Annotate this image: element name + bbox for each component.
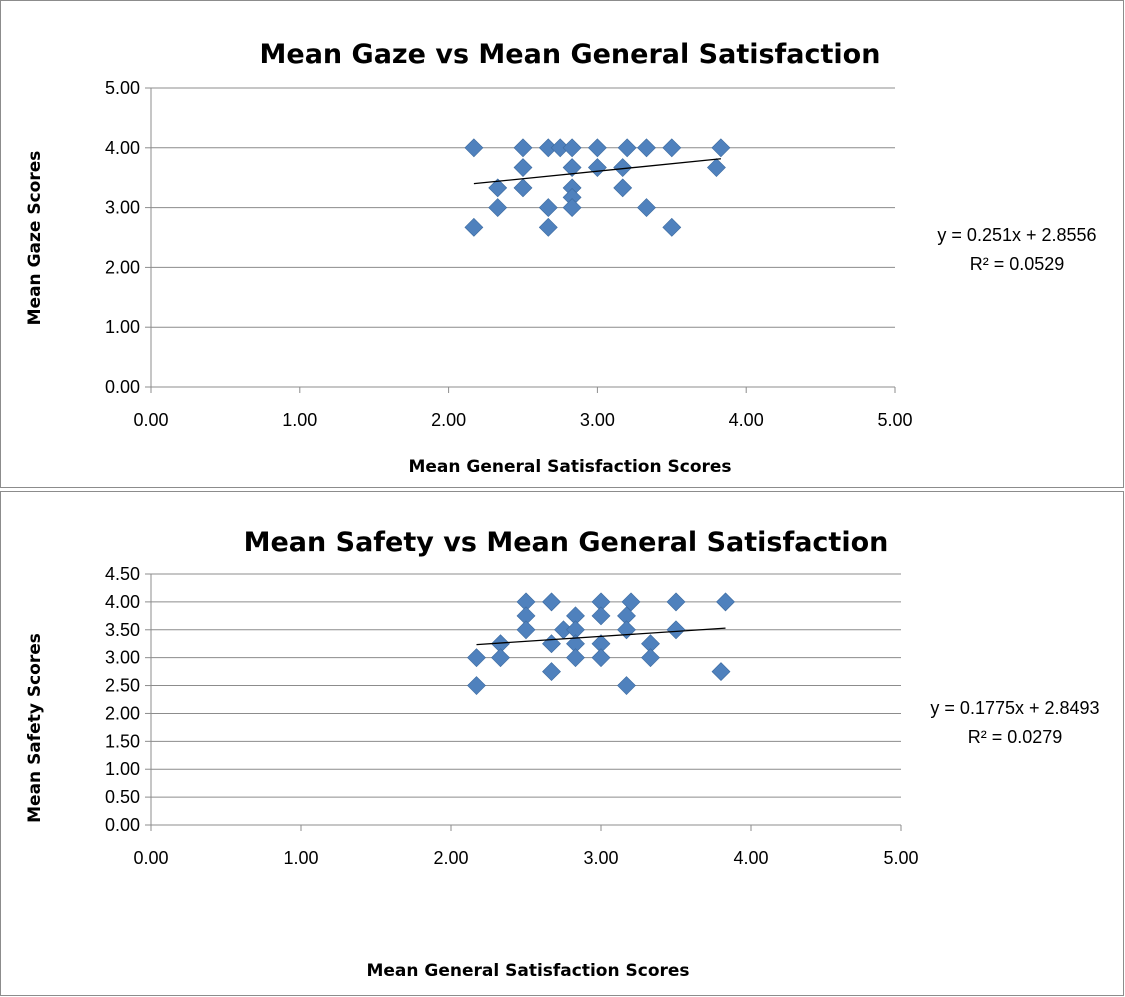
- y-tick-label: 3.00: [105, 198, 140, 218]
- x-tick-label: 0.00: [133, 848, 168, 868]
- y-tick-label: 1.50: [105, 731, 140, 751]
- x-axis-title: Mean General Satisfaction Scores: [408, 457, 731, 477]
- y-axis-title: Mean Safety Scores: [25, 633, 45, 823]
- data-point: [662, 217, 682, 237]
- x-tick-label: 3.00: [583, 848, 618, 868]
- x-axis-title: Mean General Satisfaction Scores: [366, 961, 689, 981]
- data-point: [716, 592, 735, 612]
- data-point: [562, 198, 582, 218]
- y-tick-label: 0.00: [105, 815, 140, 835]
- y-tick-label: 4.00: [105, 138, 140, 158]
- data-point: [591, 648, 611, 668]
- y-tick-label: 4.00: [105, 592, 140, 612]
- trendline-r-squared: R² = 0.0529: [970, 254, 1065, 274]
- data-point: [617, 138, 637, 158]
- y-tick-label: 3.50: [105, 620, 140, 640]
- x-tick-label: 1.00: [283, 848, 318, 868]
- data-point: [488, 198, 508, 218]
- data-point: [542, 634, 561, 654]
- y-tick-label: 4.50: [105, 564, 140, 584]
- chart-panel-gaze: Mean Gaze vs Mean General Satisfaction M…: [0, 0, 1124, 488]
- data-point: [617, 676, 636, 695]
- data-point: [637, 198, 656, 218]
- data-point: [464, 138, 484, 158]
- data-point: [587, 158, 607, 177]
- data-point: [613, 178, 633, 198]
- x-tick-label: 0.00: [133, 410, 168, 430]
- y-tick-label: 3.00: [105, 648, 140, 668]
- safety-scatter-chart: Mean Safety vs Mean General Satisfaction…: [25, 527, 1100, 981]
- x-tick-label: 5.00: [883, 848, 918, 868]
- data-point: [488, 178, 508, 198]
- data-point: [641, 648, 660, 668]
- trendline-equation: y = 0.1775x + 2.8493: [930, 698, 1099, 718]
- trendline: [473, 158, 721, 185]
- data-point: [467, 676, 486, 695]
- y-tick-label: 2.50: [105, 676, 140, 696]
- data-point: [513, 178, 533, 198]
- data-point: [591, 606, 611, 626]
- data-point: [566, 648, 585, 668]
- y-axis-title: Mean Gaze Scores: [25, 151, 45, 326]
- y-tick-label: 2.00: [105, 703, 140, 723]
- data-point: [613, 158, 633, 177]
- data-point: [637, 138, 656, 158]
- data-point: [516, 620, 536, 640]
- chart-title: Mean Gaze vs Mean General Satisfaction: [260, 39, 881, 70]
- plot-area: 0.00 1.00 2.00 3.00 4.00 5.00 0.00 1.00 2.00 3.00…: [105, 78, 913, 430]
- data-point: [621, 592, 641, 612]
- trendline-equation: y = 0.251x + 2.8556: [937, 225, 1096, 245]
- y-tick-label: 1.00: [105, 759, 140, 779]
- chart-title: Mean Safety vs Mean General Satisfaction: [244, 527, 889, 558]
- data-point: [542, 662, 561, 682]
- data-point: [711, 662, 731, 682]
- data-point: [562, 138, 582, 158]
- data-point: [617, 620, 636, 640]
- data-point: [467, 648, 486, 668]
- data-point: [464, 217, 484, 237]
- x-tick-label: 2.00: [431, 410, 466, 430]
- x-tick-label: 2.00: [433, 848, 468, 868]
- data-point: [491, 648, 510, 668]
- data-point: [662, 138, 682, 158]
- trendline: [476, 627, 726, 646]
- x-tick-label: 4.00: [733, 848, 768, 868]
- data-point: [587, 138, 607, 158]
- y-tick-label: 0.00: [105, 377, 140, 397]
- x-tick-label: 5.00: [877, 410, 912, 430]
- x-tick-label: 1.00: [282, 410, 317, 430]
- gaze-scatter-chart: Mean Gaze vs Mean General Satisfaction M…: [25, 39, 1097, 477]
- plot-area: 0.00 0.50 1.00 1.50 2.00 2.50 3.00 3.50 4.00 4.50…: [105, 564, 919, 868]
- x-tick-label: 3.00: [580, 410, 615, 430]
- data-point: [513, 158, 533, 177]
- data-point: [711, 138, 731, 158]
- data-point: [562, 158, 582, 177]
- data-point: [666, 620, 686, 640]
- data-point: [542, 592, 561, 612]
- chart-panel-safety: Mean Safety vs Mean General Satisfaction…: [0, 491, 1124, 996]
- y-tick-label: 5.00: [105, 78, 140, 98]
- data-point: [666, 592, 686, 612]
- data-point: [707, 158, 726, 177]
- y-tick-label: 1.00: [105, 317, 140, 337]
- y-tick-label: 2.00: [105, 257, 140, 277]
- data-point: [538, 198, 558, 218]
- x-tick-label: 4.00: [729, 410, 764, 430]
- data-point: [513, 138, 533, 158]
- trendline-r-squared: R² = 0.0279: [968, 727, 1063, 747]
- y-tick-label: 0.50: [105, 787, 140, 807]
- data-point: [538, 217, 558, 237]
